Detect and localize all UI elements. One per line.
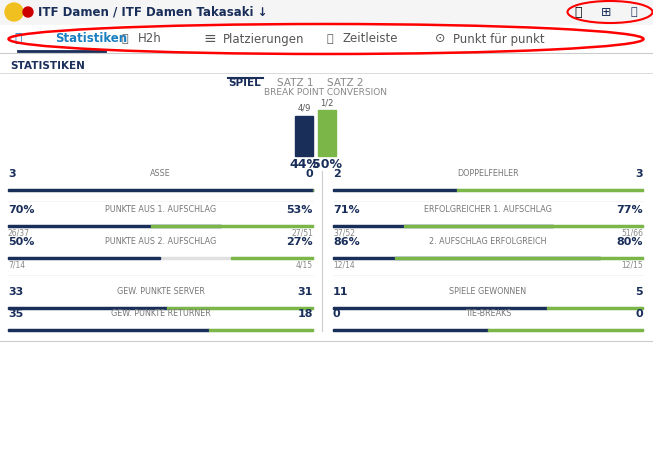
Bar xyxy=(333,257,599,259)
Text: Zeitleiste: Zeitleiste xyxy=(343,32,398,46)
Text: 80%: 80% xyxy=(616,237,643,247)
Text: GEW. PUNKTE SERVER: GEW. PUNKTE SERVER xyxy=(117,287,204,296)
Text: 4/15: 4/15 xyxy=(296,260,313,269)
Bar xyxy=(547,307,643,309)
Text: 📊: 📊 xyxy=(14,32,22,46)
Text: STATISTIKEN: STATISTIKEN xyxy=(10,61,85,71)
Bar xyxy=(8,225,221,227)
Text: ⊞: ⊞ xyxy=(601,6,611,18)
Text: 2: 2 xyxy=(333,169,341,179)
Bar xyxy=(333,188,457,191)
Text: 26/37: 26/37 xyxy=(8,228,30,237)
Bar xyxy=(333,188,643,191)
Bar xyxy=(333,307,547,309)
Text: 33: 33 xyxy=(8,287,24,297)
Text: 👁: 👁 xyxy=(574,6,582,18)
Text: 70%: 70% xyxy=(8,205,35,215)
Bar xyxy=(0,25,653,53)
Text: 53%: 53% xyxy=(287,205,313,215)
Bar xyxy=(8,257,313,259)
Text: SPIELE GEWONNEN: SPIELE GEWONNEN xyxy=(449,287,526,296)
Text: Platzierungen: Platzierungen xyxy=(223,32,304,46)
Text: 👥: 👥 xyxy=(121,34,128,44)
Text: BREAK POINT CONVERSION: BREAK POINT CONVERSION xyxy=(264,88,387,97)
Text: PUNKTE AUS 1. AUFSCHLAG: PUNKTE AUS 1. AUFSCHLAG xyxy=(105,205,216,214)
Text: 50%: 50% xyxy=(312,158,342,171)
Text: SPIEL: SPIEL xyxy=(229,78,261,88)
Bar xyxy=(231,257,313,259)
Bar xyxy=(333,225,553,227)
Bar xyxy=(8,328,210,331)
Text: 0: 0 xyxy=(635,309,643,319)
Bar xyxy=(167,307,313,309)
Bar xyxy=(210,328,313,331)
Text: 3: 3 xyxy=(635,169,643,179)
Text: 2. AUFSCHLAG ERFOLGREICH: 2. AUFSCHLAG ERFOLGREICH xyxy=(429,237,547,246)
Text: H2h: H2h xyxy=(138,32,162,46)
Text: 18: 18 xyxy=(298,309,313,319)
Text: 12/15: 12/15 xyxy=(621,260,643,269)
Text: ASSE: ASSE xyxy=(150,169,171,178)
Bar xyxy=(333,307,643,309)
Text: 3: 3 xyxy=(8,169,16,179)
Text: SATZ 1: SATZ 1 xyxy=(277,78,313,88)
Text: 4/9: 4/9 xyxy=(297,104,311,113)
Circle shape xyxy=(5,3,23,21)
Bar xyxy=(8,307,167,309)
Bar xyxy=(333,225,643,227)
Text: PUNKTE AUS 2. AUFSCHLAG: PUNKTE AUS 2. AUFSCHLAG xyxy=(105,237,216,246)
Bar xyxy=(8,307,313,309)
Text: GEW. PUNKTE RETURNER: GEW. PUNKTE RETURNER xyxy=(110,309,210,318)
Text: 12/14: 12/14 xyxy=(333,260,355,269)
Text: 77%: 77% xyxy=(616,205,643,215)
Bar xyxy=(333,328,643,331)
Text: 5: 5 xyxy=(635,287,643,297)
Bar xyxy=(457,188,643,191)
Bar xyxy=(0,0,653,24)
Bar xyxy=(318,110,336,156)
Text: ≡: ≡ xyxy=(204,32,216,47)
Text: 37/52: 37/52 xyxy=(333,228,355,237)
Text: 35: 35 xyxy=(8,309,24,319)
Bar xyxy=(395,257,643,259)
Text: ⊙: ⊙ xyxy=(435,32,445,46)
Bar xyxy=(8,188,313,191)
Bar xyxy=(404,225,643,227)
Text: 1/2: 1/2 xyxy=(321,98,334,107)
Text: 44%: 44% xyxy=(289,158,319,171)
Bar xyxy=(8,328,313,331)
Bar xyxy=(8,225,313,227)
Text: 7/14: 7/14 xyxy=(8,260,25,269)
Bar xyxy=(488,328,643,331)
Text: 51/66: 51/66 xyxy=(621,228,643,237)
Text: 31: 31 xyxy=(298,287,313,297)
Bar xyxy=(8,188,313,191)
Text: Statistiken: Statistiken xyxy=(55,32,127,46)
Text: 86%: 86% xyxy=(333,237,360,247)
Text: 27/51: 27/51 xyxy=(291,228,313,237)
Text: 27%: 27% xyxy=(287,237,313,247)
Circle shape xyxy=(23,7,33,17)
Text: Punkt für punkt: Punkt für punkt xyxy=(453,32,545,46)
Bar xyxy=(333,328,488,331)
Text: ITF Damen / ITF Damen Takasaki ↓: ITF Damen / ITF Damen Takasaki ↓ xyxy=(38,6,268,18)
Text: 🎤: 🎤 xyxy=(326,34,333,44)
Bar xyxy=(8,257,161,259)
Text: 0: 0 xyxy=(306,169,313,179)
Bar xyxy=(333,257,643,259)
Bar xyxy=(151,225,313,227)
Text: 11: 11 xyxy=(333,287,349,297)
Bar xyxy=(295,116,313,156)
Text: ERFOLGREICHER 1. AUFSCHLAG: ERFOLGREICHER 1. AUFSCHLAG xyxy=(424,205,552,214)
Text: DOPPELFEHLER: DOPPELFEHLER xyxy=(457,169,519,178)
Text: 71%: 71% xyxy=(333,205,360,215)
Text: 50%: 50% xyxy=(8,237,35,247)
Text: 📊: 📊 xyxy=(631,7,637,17)
Text: TIE-BREAKS: TIE-BREAKS xyxy=(465,309,511,318)
Text: SATZ 2: SATZ 2 xyxy=(326,78,363,88)
Text: 0: 0 xyxy=(333,309,341,319)
